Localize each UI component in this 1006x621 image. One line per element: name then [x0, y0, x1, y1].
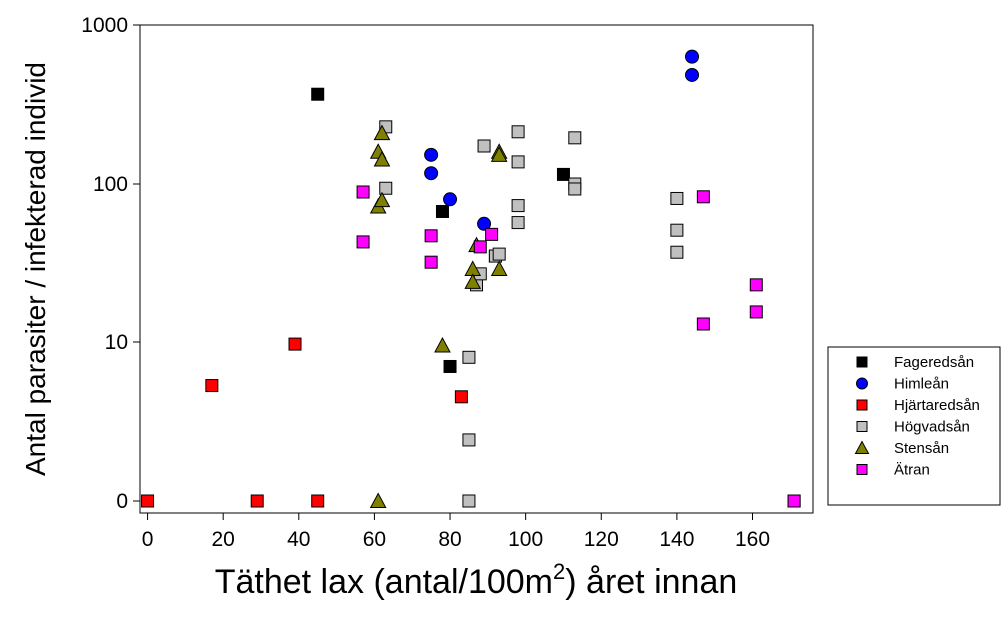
- data-point-stensan: [373, 124, 391, 141]
- data-point-hogvadsan: [568, 131, 582, 145]
- data-point-himlean: [443, 192, 458, 207]
- x-tick-label: 60: [363, 528, 386, 551]
- x-tick-label: 120: [584, 528, 619, 551]
- data-point-atran: [696, 190, 710, 204]
- y-tick-label: 1000: [81, 14, 128, 37]
- data-point-stensan: [373, 191, 391, 208]
- data-point-hogvadsan: [670, 245, 684, 259]
- data-point-stensan: [490, 146, 508, 162]
- legend-label-stensan: Stensån: [894, 440, 949, 457]
- data-point-atran: [485, 227, 499, 241]
- data-point-atran: [749, 278, 763, 292]
- data-point-hogvadsan: [462, 494, 476, 508]
- data-point-hogvadsan: [477, 139, 491, 153]
- data-point-hogvadsan: [511, 155, 525, 169]
- legend-label-himlean: Himleån: [894, 376, 949, 393]
- data-point-hjartaredsan: [141, 494, 155, 508]
- legend-label-hogvadsan: Högvadsån: [894, 419, 970, 436]
- plot-area-frame: [139, 24, 814, 514]
- data-point-hjartaredsan: [205, 379, 219, 393]
- data-point-hjartaredsan: [250, 494, 264, 508]
- data-point-atran: [356, 185, 370, 199]
- data-point-himlean: [685, 67, 700, 82]
- x-tick-label: 40: [287, 528, 310, 551]
- data-point-hogvadsan: [568, 182, 582, 196]
- y-tick-label: 10: [105, 331, 128, 354]
- legend: Fageredsån Himleån Hjärtaredsån Högvadsån St…: [827, 346, 1001, 506]
- data-point-stensan: [490, 260, 508, 276]
- data-point-himlean: [424, 166, 439, 181]
- legend-marker-atran: [856, 464, 868, 475]
- y-tick-label: 0: [116, 490, 128, 513]
- data-point-hjartaredsan: [454, 390, 468, 404]
- data-point-stensan: [373, 150, 391, 167]
- legend-label-fageredsan: Fageredsån: [894, 354, 974, 371]
- data-point-himlean: [424, 147, 439, 162]
- axes-group: 0 20 40 60 80 100 120 140 160 0 10 100 1000: [81, 14, 770, 551]
- data-point-stensan: [464, 273, 482, 289]
- data-point-hogvadsan: [462, 350, 476, 364]
- data-point-hjartaredsan: [288, 337, 302, 351]
- data-point-atran: [356, 235, 370, 249]
- data-point-hogvadsan: [670, 191, 684, 205]
- data-point-hogvadsan: [670, 223, 684, 237]
- data-point-hjartaredsan: [311, 494, 325, 508]
- data-point-himlean: [477, 216, 492, 231]
- legend-marker-stensan: [854, 440, 870, 454]
- data-point-stensan: [434, 336, 451, 353]
- x-tick-label: 100: [508, 528, 543, 551]
- data-point-himlean: [685, 49, 700, 64]
- x-axis-title-main: Täthet lax (antal/100m: [215, 563, 553, 601]
- data-point-fageredsan: [435, 204, 449, 218]
- data-point-atran: [696, 317, 710, 331]
- x-axis-title-superscript: 2: [553, 559, 565, 584]
- data-point-fageredsan: [443, 359, 457, 373]
- x-tick-label: 160: [735, 528, 770, 551]
- x-tick-label: 0: [142, 528, 154, 551]
- data-point-atran: [787, 494, 801, 508]
- legend-marker-hjartaredsan: [856, 399, 868, 411]
- data-point-atran: [424, 255, 438, 269]
- data-point-hogvadsan: [379, 181, 393, 195]
- x-axis-title-suffix: ) året innan: [565, 563, 737, 601]
- x-tick-label: 80: [438, 528, 461, 551]
- x-tick-label: 140: [659, 528, 694, 551]
- x-tick-label: 20: [212, 528, 235, 551]
- data-point-atran: [749, 305, 763, 319]
- x-axis-title: Täthet lax (antal/100m2) året innan: [215, 559, 738, 601]
- data-point-stensan: [369, 492, 387, 508]
- data-point-hogvadsan: [492, 247, 506, 261]
- data-points-group: [141, 49, 801, 508]
- data-point-atran: [473, 240, 487, 254]
- legend-marker-himlean: [856, 377, 868, 390]
- legend-marker-fageredsan: [856, 356, 868, 368]
- legend-label-atran: Ätran: [894, 462, 930, 479]
- data-point-fageredsan: [311, 87, 325, 101]
- data-point-fageredsan: [556, 167, 570, 181]
- data-point-hogvadsan: [511, 199, 525, 213]
- data-point-hogvadsan: [511, 216, 525, 230]
- data-point-hogvadsan: [462, 433, 476, 447]
- legend-marker-hogvadsan: [856, 421, 868, 432]
- data-point-atran: [424, 229, 438, 243]
- y-axis-title: Antal parasiter / infekterad individ: [20, 62, 51, 476]
- legend-label-hjartaredsan: Hjärtaredsån: [894, 397, 980, 414]
- y-tick-label: 100: [93, 173, 128, 196]
- data-point-hogvadsan: [511, 125, 525, 139]
